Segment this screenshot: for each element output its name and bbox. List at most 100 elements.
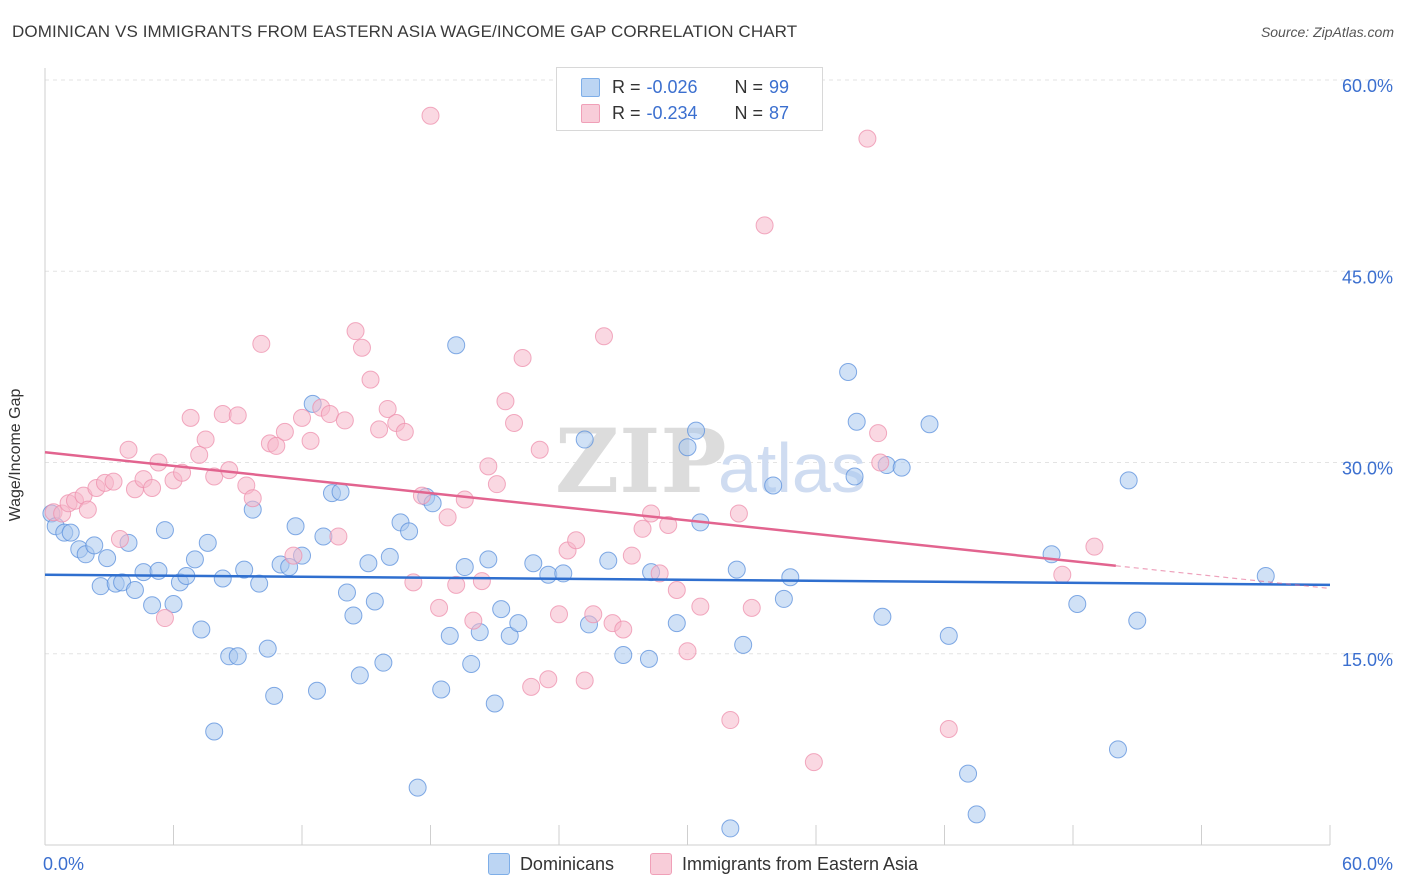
dominican-point — [845, 467, 864, 486]
eastern-asia-point — [320, 405, 339, 424]
dominican-point — [91, 577, 110, 596]
dominican-point — [164, 595, 183, 614]
dominican-point — [344, 606, 363, 625]
dominican-point — [492, 600, 511, 619]
eastern-asia-point — [742, 598, 761, 617]
eastern-asia-point — [678, 642, 697, 661]
dominican-point — [432, 680, 451, 699]
dominican-point — [1068, 595, 1087, 614]
eastern-asia-point — [346, 322, 365, 341]
eastern-asia-point — [1053, 565, 1072, 584]
dominican-point — [959, 764, 978, 783]
eastern-asia-point — [284, 546, 303, 565]
eastern-asia-point — [472, 572, 491, 591]
eastern-asia-point — [205, 467, 224, 486]
eastern-asia-point — [1085, 537, 1104, 556]
eastern-asia-point — [447, 575, 466, 594]
dominican-point — [337, 583, 356, 602]
dominican-point — [873, 607, 892, 626]
dominican-point — [485, 694, 504, 713]
dominican-point — [359, 554, 378, 573]
eastern-asia-point — [78, 500, 97, 519]
dominican-point — [614, 646, 633, 665]
dominican-point — [892, 458, 911, 477]
eastern-asia-point — [650, 564, 669, 583]
eastern-asia-point — [804, 753, 823, 772]
trend-lines — [44, 451, 1331, 590]
dominican-point — [331, 482, 350, 501]
eastern-asia-point — [275, 422, 294, 441]
eastern-asia-point — [939, 719, 958, 738]
eastern-asia-point — [455, 490, 474, 509]
dominican-point — [721, 819, 740, 838]
eastern-asia-point — [370, 420, 389, 439]
eastern-asia-point — [155, 609, 174, 628]
dominican-point — [374, 653, 393, 672]
legend-r-label: R = — [612, 102, 641, 123]
eastern-asia-point — [614, 620, 633, 639]
axes — [44, 68, 1331, 846]
dominican-point — [185, 550, 204, 569]
dominican-point — [155, 521, 174, 540]
dominican-point — [509, 614, 528, 633]
dominican-point — [314, 527, 333, 546]
eastern-asia-point — [430, 598, 449, 617]
eastern-asia-point — [329, 527, 348, 546]
dominican-point — [192, 620, 211, 639]
series-legend: Dominicans Immigrants from Eastern Asia — [0, 853, 1406, 875]
eastern-asia-point — [395, 422, 414, 441]
dominican-point — [307, 681, 326, 700]
dominican-point — [455, 558, 474, 577]
dominican-point — [134, 563, 153, 582]
dominican-point — [85, 536, 104, 555]
dominican-point — [1128, 611, 1147, 630]
dominican-point — [939, 626, 958, 645]
legend-r-label: R = — [612, 76, 641, 97]
eastern-asia-point — [438, 508, 457, 527]
eastern-asia-point — [293, 408, 311, 427]
eastern-asia-point — [181, 408, 200, 427]
eastern-asia-point — [335, 411, 354, 430]
y-tick-label: 45.0% — [1342, 267, 1393, 287]
dominican-point — [1119, 471, 1138, 490]
dominican-point — [839, 362, 858, 381]
dominican-point — [920, 415, 939, 434]
dominican-point — [687, 421, 706, 440]
eastern-asia-point — [594, 327, 613, 346]
watermark-atlas: atlas — [718, 429, 866, 507]
dominican-point — [198, 533, 217, 552]
dominican-point — [440, 626, 459, 645]
eastern-asia-point — [755, 216, 774, 235]
dominican-point — [734, 635, 753, 654]
legend-item-dominicans: Dominicans — [487, 853, 614, 875]
dominican-point — [286, 517, 305, 536]
eastern-asia-point — [496, 392, 515, 411]
eastern-asia-point — [421, 106, 440, 125]
dominican-point — [781, 568, 800, 587]
x-tick-label-min: 0.0% — [43, 854, 84, 874]
eastern-asia-point — [567, 531, 586, 550]
eastern-asia-point — [487, 475, 506, 494]
dominican-point — [678, 438, 697, 457]
dominican-point — [365, 592, 384, 611]
eastern-asia-point — [119, 440, 138, 459]
dominican-point — [667, 614, 686, 633]
dominican-point — [400, 522, 419, 541]
dominican-point — [575, 430, 594, 449]
legend-label-dominicans: Dominicans — [519, 853, 614, 874]
eastern-asia-point — [104, 472, 123, 491]
y-axis-label: Wage/Income Gap — [7, 388, 24, 522]
y-tick-label: 30.0% — [1342, 459, 1393, 479]
eastern-asia-point — [667, 581, 686, 599]
legend-swatch-eastern-asia — [581, 103, 600, 123]
eastern-asia-point — [412, 486, 431, 505]
dominican-point — [408, 778, 427, 797]
eastern-asia-point — [505, 413, 524, 432]
dominican-point — [61, 523, 80, 542]
eastern-asia-point — [267, 436, 286, 455]
legend-row-eastern-asia: R = -0.234 N = 87 — [581, 101, 789, 125]
legend-swatch-dominicans — [581, 77, 600, 97]
eastern-asia-point — [352, 338, 371, 357]
dominican-point — [539, 565, 558, 584]
legend-swatch-eastern-asia — [649, 853, 672, 875]
